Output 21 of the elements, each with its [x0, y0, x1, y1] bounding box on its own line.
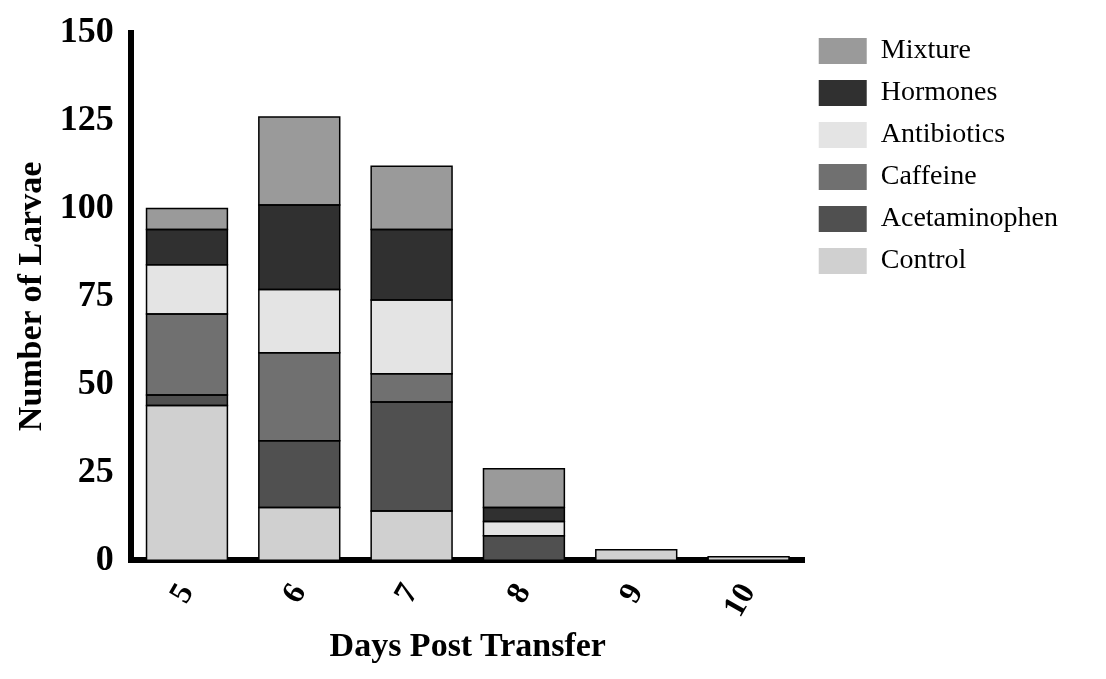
y-tick-label: 50	[77, 361, 114, 402]
legend-label: Control	[880, 243, 967, 275]
y-tick-label: 150	[59, 9, 114, 50]
x-tick-label: 6	[273, 576, 313, 609]
x-tick-label: 8	[497, 576, 538, 609]
y-tick-label: 75	[77, 273, 114, 314]
legend-label: Caffeine	[880, 159, 977, 191]
x-tick-label: 10	[714, 576, 762, 623]
y-tick-label: 0	[95, 537, 114, 578]
legend-label: Acetaminophen	[880, 201, 1059, 233]
legend-label: Hormones	[880, 75, 998, 107]
x-tick-label: 5	[161, 576, 201, 609]
x-tick-label: 9	[610, 576, 650, 609]
y-axis-title: Number of Larvae	[11, 161, 49, 432]
x-axis-title: Days Post Transfer	[329, 626, 606, 664]
legend-label: Antibiotics	[880, 117, 1006, 149]
y-tick-label: 100	[59, 185, 114, 226]
x-tick-label: 7	[385, 576, 425, 609]
y-tick-label: 125	[59, 97, 114, 138]
y-tick-label: 25	[77, 449, 114, 490]
legend-label: Mixture	[880, 33, 971, 65]
